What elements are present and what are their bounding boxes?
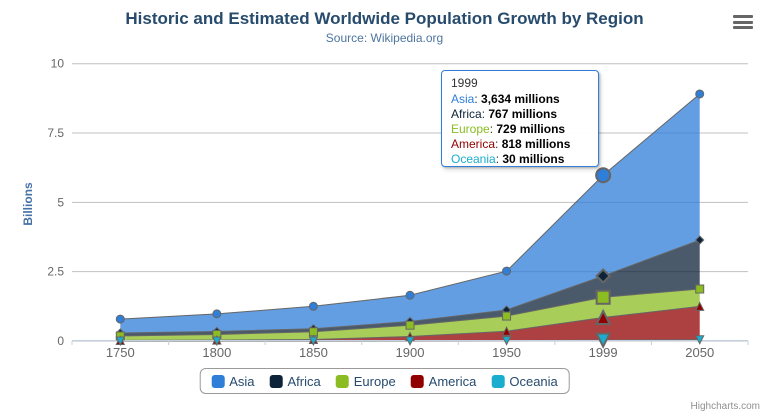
- marker-square-icon[interactable]: [502, 311, 512, 321]
- area-africa: [120, 240, 700, 336]
- marker-square-icon[interactable]: [695, 284, 705, 294]
- area-asia: [120, 93, 700, 333]
- marker-circle-icon[interactable]: [405, 290, 415, 300]
- tooltip-series-value: 767 millions: [488, 107, 558, 121]
- legend-label: Oceania: [509, 373, 558, 389]
- legend-item-america[interactable]: America: [410, 373, 477, 389]
- x-axis-label: 2050: [685, 345, 714, 360]
- marker-circle-icon[interactable]: [695, 89, 705, 99]
- legend-label: Africa: [287, 373, 321, 389]
- x-axis-label: 1750: [106, 345, 135, 360]
- legend-item-europe[interactable]: Europe: [335, 373, 396, 389]
- marker-triangle-icon[interactable]: [501, 326, 512, 336]
- marker-triangle-down-icon[interactable]: [115, 336, 126, 347]
- legend-swatch-icon: [335, 374, 349, 388]
- tooltip-header: 1999: [451, 76, 478, 90]
- tooltip-row-oceania: Oceania: 30 millions: [451, 152, 565, 166]
- marker-triangle-down-icon[interactable]: [405, 336, 415, 346]
- credits-link[interactable]: Highcharts.com: [690, 401, 760, 412]
- hamburger-icon: [732, 15, 754, 30]
- x-axis-label: 1950: [492, 345, 521, 360]
- tooltip-row-europe: Europe: 729 millions: [451, 122, 566, 136]
- legend-label: America: [428, 373, 477, 389]
- tooltip-series-value: 729 millions: [496, 122, 566, 136]
- marker-triangle-down-icon[interactable]: [212, 336, 222, 347]
- marker-circle-icon[interactable]: [212, 309, 222, 319]
- tooltip-row-asia: Asia: 3,634 millions: [451, 92, 560, 106]
- legend-item-asia[interactable]: Asia: [211, 373, 255, 389]
- marker-diamond-icon[interactable]: [595, 268, 612, 284]
- marker-triangle-down-icon[interactable]: [694, 335, 705, 345]
- marker-circle-icon[interactable]: [595, 167, 612, 184]
- marker-triangle-down-icon[interactable]: [595, 332, 612, 349]
- x-axis-label: 1800: [202, 345, 231, 360]
- legend-swatch-icon: [269, 374, 283, 388]
- marker-diamond-icon[interactable]: [695, 235, 705, 245]
- y-axis-label: 2.5: [47, 265, 64, 279]
- marker-triangle-down-icon[interactable]: [308, 336, 319, 347]
- y-axis-label: 10: [51, 57, 65, 71]
- legend-label: Asia: [229, 373, 255, 389]
- marker-circle-icon[interactable]: [115, 314, 125, 324]
- tooltip-series-value: 818 millions: [501, 137, 571, 151]
- tooltip-series-name: Europe: [451, 122, 490, 136]
- chart-subtitle: Source: Wikipedia.org: [325, 31, 444, 45]
- marker-square-icon[interactable]: [405, 320, 415, 330]
- marker-triangle-icon[interactable]: [694, 301, 705, 311]
- legend-swatch-icon: [491, 374, 505, 388]
- x-axis-label: 1850: [299, 345, 328, 360]
- tooltip-series-name: America: [451, 137, 496, 151]
- legend-item-oceania[interactable]: Oceania: [491, 373, 558, 389]
- tooltip-series-name: Africa: [451, 107, 482, 121]
- y-axis-label: 7.5: [47, 126, 64, 140]
- marker-triangle-down-icon[interactable]: [501, 336, 512, 346]
- x-axis-label: 1900: [396, 345, 425, 360]
- area-america: [120, 306, 700, 341]
- chart-title: Historic and Estimated Worldwide Populat…: [125, 9, 644, 28]
- tooltip-series-name: Oceania: [451, 152, 496, 166]
- y-axis-label: 5: [57, 195, 64, 209]
- marker-triangle-icon[interactable]: [595, 308, 612, 325]
- legend-swatch-icon: [211, 374, 225, 388]
- export-menu-button[interactable]: [732, 15, 754, 32]
- tooltip-series-value: 3,634 millions: [481, 92, 560, 106]
- marker-square-icon[interactable]: [595, 289, 611, 305]
- y-axis-label: 0: [57, 334, 64, 348]
- x-axis-label: 1999: [589, 345, 618, 360]
- tooltip-row-africa: Africa: 767 millions: [451, 107, 558, 121]
- legend-swatch-icon: [410, 374, 424, 388]
- marker-circle-icon[interactable]: [502, 266, 512, 276]
- tooltip-series-name: Asia: [451, 92, 475, 106]
- tooltip-row-america: America: 818 millions: [451, 137, 571, 151]
- legend: Asia Africa Europe America Oceania: [199, 368, 570, 394]
- marker-circle-icon[interactable]: [308, 301, 318, 311]
- tooltip: 1999 Asia: 3,634 millions Africa: 767 mil…: [441, 70, 599, 167]
- tooltip-series-value: 30 millions: [502, 152, 565, 166]
- legend-item-africa[interactable]: Africa: [269, 373, 321, 389]
- legend-label: Europe: [353, 373, 396, 389]
